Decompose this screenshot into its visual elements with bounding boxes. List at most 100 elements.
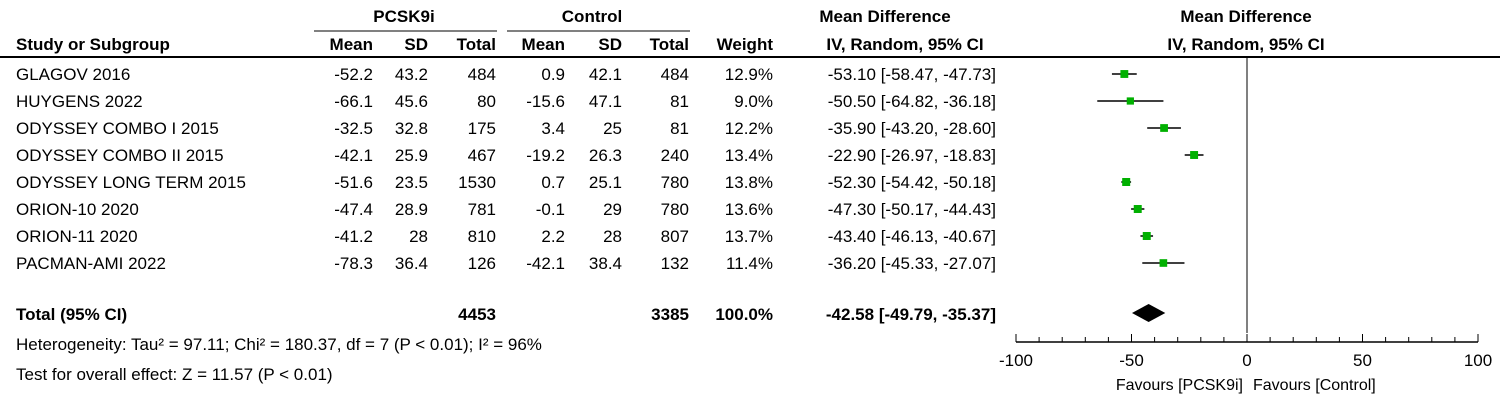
tick-label: 50	[1353, 351, 1372, 370]
cell-sd2: 42.1	[589, 65, 622, 84]
cell-weight: 11.4%	[726, 254, 773, 273]
header-weight: Weight	[717, 35, 774, 54]
header-plot-top: Mean Difference	[1180, 7, 1311, 26]
header-md-top: Mean Difference	[819, 7, 950, 26]
pooled-diamond	[1131, 304, 1166, 322]
cell-mean1: -32.5	[334, 119, 373, 138]
tick-label: -100	[999, 351, 1033, 370]
cell-sd1: 32.8	[395, 119, 428, 138]
cell-weight: 13.6%	[725, 200, 773, 219]
cell-n1: 484	[468, 65, 496, 84]
header-md-bottom: IV, Random, 95% CI	[826, 35, 983, 54]
cell-n1: 467	[468, 146, 496, 165]
cell-mean2: -42.1	[526, 254, 565, 273]
cell-sd2: 25	[603, 119, 622, 138]
cell-mean2: -0.1	[536, 200, 565, 219]
cell-mean1: -47.4	[334, 200, 373, 219]
point-estimate	[1126, 97, 1134, 105]
total-n1: 4453	[458, 305, 496, 324]
cell-sd2: 28	[603, 227, 622, 246]
point-estimate	[1142, 232, 1151, 240]
cell-ci-text: -50.50 [-64.82, -36.18]	[828, 92, 996, 111]
tick-label: -50	[1119, 351, 1144, 370]
cell-n1: 810	[468, 227, 496, 246]
study-name: GLAGOV 2016	[16, 65, 130, 84]
cell-n2: 81	[670, 119, 689, 138]
cell-n2: 132	[661, 254, 689, 273]
cell-weight: 9.0%	[734, 92, 773, 111]
header-group1: PCSK9i	[373, 7, 434, 26]
cell-sd1: 28	[409, 227, 428, 246]
table-row: PACMAN-AMI 2022 -78.3 36.4 126 -42.1 38.4 132 1…	[16, 254, 996, 273]
cell-sd1: 28.9	[395, 200, 428, 219]
point-estimate	[1160, 124, 1168, 132]
study-name: ORION-11 2020	[16, 227, 138, 246]
header-study: Study or Subgroup	[16, 35, 170, 54]
favours-right-label: Favours [Control]	[1253, 377, 1376, 394]
cell-mean1: -42.1	[334, 146, 373, 165]
cell-mean1: -78.3	[334, 254, 373, 273]
cell-n2: 484	[661, 65, 689, 84]
cell-weight: 12.2%	[725, 119, 773, 138]
header-mean2: Mean	[522, 35, 565, 54]
cell-sd2: 26.3	[589, 146, 622, 165]
cell-n2: 780	[661, 173, 689, 192]
table-row: ORION-11 2020 -41.2 28 810 2.2 28 807 13.7% -43.…	[16, 227, 996, 246]
cell-mean2: 0.9	[541, 65, 565, 84]
table-row: ODYSSEY LONG TERM 2015 -51.6 23.5 1530 0.7 25…	[16, 173, 996, 192]
cell-ci-text: -52.30 [-54.42, -50.18]	[828, 173, 996, 192]
cell-n2: 240	[661, 146, 689, 165]
total-row: Total (95% CI) 4453 3385 100.0% -42.58 […	[16, 305, 996, 324]
study-name: ODYSSEY COMBO II 2015	[16, 146, 224, 165]
cell-mean2: 2.2	[541, 227, 565, 246]
study-name: PACMAN-AMI 2022	[16, 254, 166, 273]
cell-sd1: 25.9	[395, 146, 428, 165]
cell-mean2: -19.2	[526, 146, 565, 165]
cell-weight: 13.7%	[725, 227, 773, 246]
total-ci: -42.58 [-49.79, -35.37]	[826, 305, 996, 324]
x-axis: -100 -50 0 50 100	[999, 334, 1492, 370]
tick-label: 0	[1242, 351, 1251, 370]
cell-ci-text: -22.90 [-26.97, -18.83]	[828, 146, 996, 165]
cell-mean1: -41.2	[334, 227, 373, 246]
cell-mean2: 3.4	[541, 119, 565, 138]
cell-ci-text: -35.90 [-43.20, -28.60]	[828, 119, 996, 138]
header-total1: Total	[457, 35, 496, 54]
header-mean1: Mean	[330, 35, 373, 54]
table-row: ODYSSEY COMBO II 2015 -42.1 25.9 467 -19.2 26…	[16, 146, 996, 165]
cell-sd1: 45.6	[395, 92, 428, 111]
cell-n1: 175	[468, 119, 496, 138]
cell-weight: 12.9%	[725, 65, 773, 84]
favours-left-label: Favours [PCSK9i]	[1116, 377, 1243, 394]
study-rows: GLAGOV 2016 -52.2 43.2 484 0.9 42.1 484 12.9% -5…	[16, 65, 996, 273]
cell-weight: 13.4%	[725, 146, 773, 165]
study-name: ORION-10 2020	[16, 200, 139, 219]
point-estimate	[1120, 70, 1129, 78]
cell-n1: 126	[468, 254, 496, 273]
cell-ci-text: -36.20 [-45.33, -27.07]	[828, 254, 996, 273]
cell-n1: 781	[468, 200, 496, 219]
header-plot-bottom: IV, Random, 95% CI	[1167, 35, 1324, 54]
header-sd1: SD	[404, 35, 428, 54]
cell-sd1: 43.2	[395, 65, 428, 84]
total-n2: 3385	[651, 305, 689, 324]
table-row: ORION-10 2020 -47.4 28.9 781 -0.1 29 780 13.6% -…	[16, 200, 996, 219]
cell-n1: 80	[477, 92, 496, 111]
cell-n2: 780	[661, 200, 689, 219]
cell-n2: 807	[661, 227, 689, 246]
cell-sd2: 38.4	[589, 254, 622, 273]
cell-mean2: 0.7	[541, 173, 565, 192]
cell-sd2: 25.1	[589, 173, 622, 192]
study-name: ODYSSEY LONG TERM 2015	[16, 173, 246, 192]
cell-weight: 13.8%	[725, 173, 773, 192]
cell-mean1: -51.6	[334, 173, 373, 192]
point-estimate	[1122, 178, 1131, 186]
study-name: ODYSSEY COMBO I 2015	[16, 119, 219, 138]
heterogeneity-text: Heterogeneity: Tau² = 97.11; Chi² = 180.…	[16, 335, 542, 354]
plot-area	[1097, 57, 1248, 333]
header-sd2: SD	[598, 35, 622, 54]
cell-sd2: 47.1	[589, 92, 622, 111]
table-header: PCSK9i Control Mean Difference Mean Diff…	[16, 7, 1325, 54]
header-group2: Control	[562, 7, 622, 26]
